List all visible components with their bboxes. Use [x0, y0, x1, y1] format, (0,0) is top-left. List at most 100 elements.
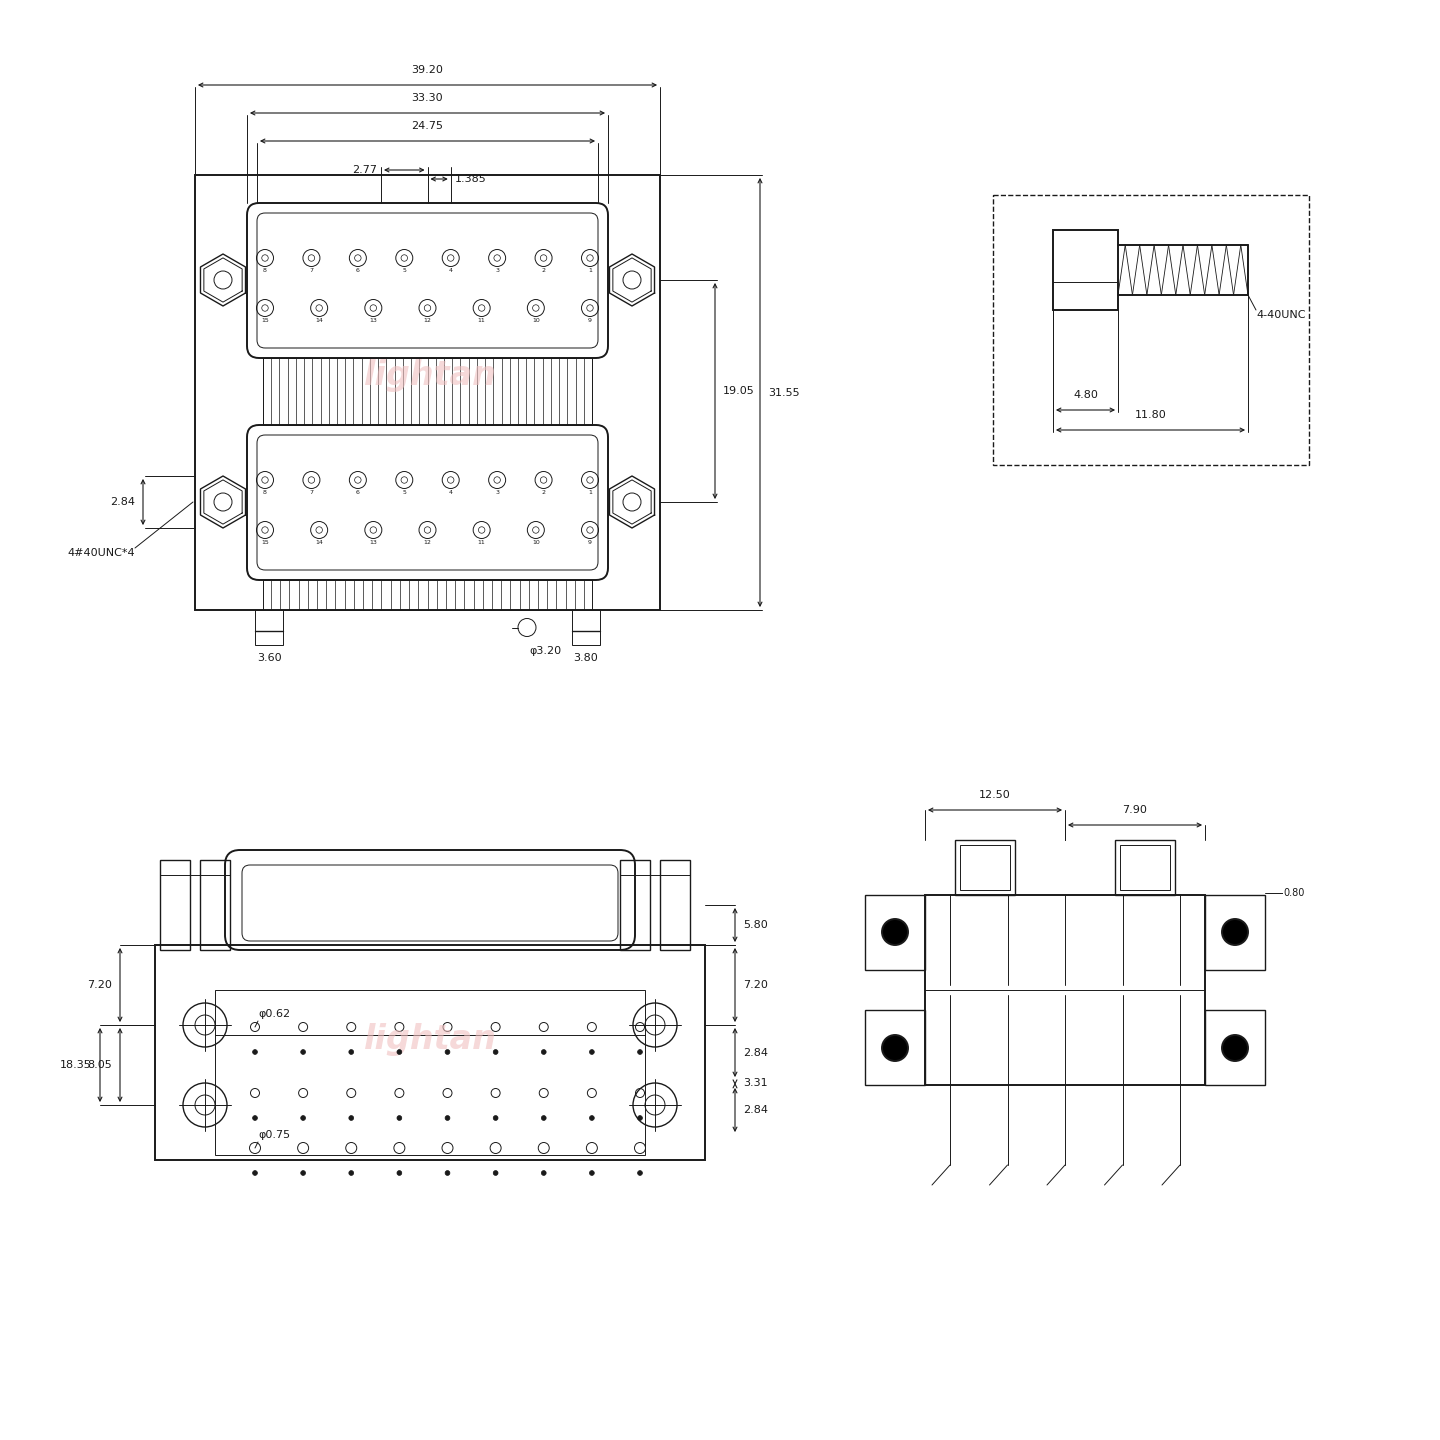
Bar	[200, 860, 230, 950]
Bar	[865, 896, 924, 971]
Text: lightan: lightan	[363, 359, 497, 392]
Bar	[255, 611, 284, 645]
Circle shape	[301, 1116, 305, 1120]
Circle shape	[301, 1050, 305, 1054]
Text: 24.75: 24.75	[412, 121, 444, 131]
Text: 7.90: 7.90	[1123, 805, 1148, 815]
Text: lightan: lightan	[363, 1024, 497, 1057]
Text: 33.30: 33.30	[412, 94, 444, 104]
Text: 3: 3	[495, 268, 500, 274]
Circle shape	[541, 1116, 546, 1120]
Text: 18.35: 18.35	[60, 1060, 92, 1070]
Text: 4#40UNC*4: 4#40UNC*4	[68, 549, 135, 557]
Text: 15: 15	[261, 318, 269, 323]
Text: 7: 7	[310, 490, 314, 495]
Bar	[1205, 896, 1264, 971]
Text: 13: 13	[370, 318, 377, 323]
Text: 12.50: 12.50	[979, 791, 1011, 801]
Text: φ3.20: φ3.20	[528, 645, 562, 655]
Text: 5: 5	[402, 268, 406, 274]
Circle shape	[494, 1171, 498, 1175]
Circle shape	[252, 1050, 258, 1054]
Bar	[1120, 845, 1169, 890]
Circle shape	[397, 1171, 402, 1175]
Bar	[160, 860, 190, 950]
Circle shape	[494, 1116, 498, 1120]
Bar	[955, 840, 1015, 896]
Bar	[994, 194, 1309, 465]
Text: 2.84: 2.84	[743, 1104, 768, 1115]
Bar	[621, 860, 649, 950]
Circle shape	[1223, 919, 1248, 945]
Circle shape	[638, 1050, 642, 1054]
Bar	[264, 359, 592, 425]
Text: 8: 8	[264, 268, 266, 274]
Text: 3.60: 3.60	[256, 652, 281, 662]
Text: 2: 2	[541, 490, 546, 495]
Circle shape	[541, 1171, 546, 1175]
Text: 2: 2	[541, 268, 546, 274]
Bar	[156, 945, 706, 1161]
Text: 8.05: 8.05	[88, 1060, 112, 1070]
Text: 31.55: 31.55	[768, 387, 799, 397]
Bar	[572, 611, 600, 645]
Text: 6: 6	[356, 268, 360, 274]
Text: 5.80: 5.80	[743, 920, 768, 930]
Text: 11.80: 11.80	[1135, 410, 1166, 420]
Text: 4: 4	[449, 268, 452, 274]
Text: 11: 11	[478, 540, 485, 544]
Text: 4-40UNC: 4-40UNC	[1256, 310, 1306, 320]
Text: 1: 1	[588, 490, 592, 495]
Bar	[924, 896, 1205, 1084]
Text: 1.385: 1.385	[455, 174, 487, 184]
Bar	[194, 176, 660, 611]
Text: 14: 14	[315, 318, 323, 323]
Text: 3: 3	[495, 490, 500, 495]
Circle shape	[397, 1050, 402, 1054]
Text: 10: 10	[531, 540, 540, 544]
Text: 7.20: 7.20	[88, 981, 112, 991]
Circle shape	[301, 1171, 305, 1175]
Circle shape	[589, 1171, 595, 1175]
Text: 4.80: 4.80	[1073, 390, 1097, 400]
Text: 2.84: 2.84	[109, 497, 135, 507]
Text: 4: 4	[449, 490, 452, 495]
Text: 3.80: 3.80	[573, 652, 599, 662]
Bar	[1053, 230, 1117, 310]
Text: 19.05: 19.05	[723, 386, 755, 396]
Bar	[215, 991, 645, 1155]
Circle shape	[881, 1035, 909, 1061]
Circle shape	[445, 1116, 449, 1120]
Circle shape	[252, 1171, 258, 1175]
Text: 14: 14	[315, 540, 323, 544]
Circle shape	[494, 1050, 498, 1054]
Text: 7: 7	[310, 268, 314, 274]
Bar	[1205, 1009, 1264, 1084]
Circle shape	[1223, 1035, 1248, 1061]
Text: 39.20: 39.20	[412, 65, 444, 75]
Circle shape	[445, 1050, 449, 1054]
Bar	[865, 1009, 924, 1084]
Text: 12: 12	[423, 318, 432, 323]
Circle shape	[445, 1171, 449, 1175]
Text: 15: 15	[261, 540, 269, 544]
Text: 2.84: 2.84	[743, 1047, 768, 1057]
Text: 9: 9	[588, 540, 592, 544]
Text: 2.77: 2.77	[351, 166, 377, 176]
Text: 10: 10	[531, 318, 540, 323]
Circle shape	[397, 1116, 402, 1120]
Text: 8: 8	[264, 490, 266, 495]
Bar	[660, 860, 690, 950]
Circle shape	[589, 1116, 595, 1120]
Circle shape	[541, 1050, 546, 1054]
Circle shape	[252, 1116, 258, 1120]
Text: φ0.75: φ0.75	[258, 1130, 289, 1140]
Circle shape	[348, 1116, 354, 1120]
Circle shape	[881, 919, 909, 945]
Bar	[1115, 840, 1175, 896]
Text: 1: 1	[588, 268, 592, 274]
Circle shape	[638, 1116, 642, 1120]
Bar	[264, 580, 592, 611]
Text: φ0.62: φ0.62	[258, 1009, 289, 1020]
Text: 13: 13	[370, 540, 377, 544]
